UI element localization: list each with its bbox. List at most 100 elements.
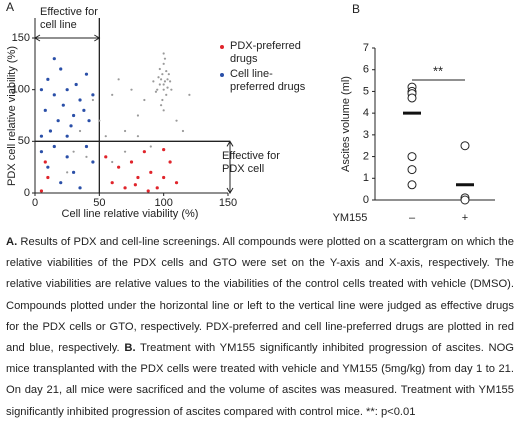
point — [146, 189, 150, 193]
point — [59, 181, 63, 185]
point — [152, 80, 155, 83]
point — [167, 73, 170, 76]
point — [156, 88, 159, 91]
point — [168, 160, 172, 164]
point — [133, 183, 137, 187]
legend-marker — [220, 73, 224, 77]
point — [129, 160, 134, 164]
point — [117, 78, 120, 81]
point — [39, 134, 44, 138]
caption-text: Treatment with YM155 significantly inhib… — [6, 342, 514, 418]
point — [59, 67, 63, 71]
point — [136, 114, 140, 117]
point — [149, 145, 152, 148]
point — [123, 150, 127, 153]
point — [85, 155, 88, 158]
caption-text: Results of PDX and cell-line screenings.… — [6, 236, 514, 355]
point — [39, 150, 44, 154]
point — [91, 93, 95, 97]
point — [43, 108, 47, 112]
point — [46, 175, 50, 180]
point — [162, 62, 165, 65]
point — [188, 93, 191, 96]
point — [78, 98, 82, 102]
point — [72, 113, 76, 118]
point — [72, 170, 76, 174]
point — [46, 165, 50, 169]
point — [66, 171, 69, 174]
point — [162, 175, 166, 180]
x-tick-label: 150 — [219, 197, 237, 209]
x-tick-label: – — [409, 212, 416, 224]
y-tick-label: 0 — [24, 187, 30, 199]
point — [52, 144, 56, 149]
y-tick-label: 5 — [363, 85, 369, 97]
point — [111, 93, 114, 96]
point — [165, 93, 168, 96]
point — [175, 119, 178, 122]
point — [52, 93, 56, 97]
y-tick-label: 4 — [363, 107, 369, 119]
point — [174, 181, 179, 185]
point — [169, 80, 172, 83]
legend-marker — [220, 45, 224, 49]
point — [78, 129, 82, 133]
y-axis-title: Ascites volume (ml) — [340, 76, 352, 172]
point — [110, 181, 114, 185]
legend-label: PDX-preferred drugs — [230, 40, 301, 65]
x-tick-label: + — [462, 212, 468, 224]
point — [162, 109, 165, 112]
point — [104, 155, 108, 159]
caption-label: B. — [124, 342, 136, 355]
point — [163, 57, 167, 60]
annotation: Effective for PDX cell — [222, 150, 280, 175]
point — [155, 186, 159, 190]
point — [162, 83, 165, 86]
x-tick-label: 100 — [154, 197, 172, 209]
panel-label: B — [352, 2, 360, 16]
y-tick-label: 50 — [18, 135, 30, 147]
point — [69, 124, 73, 128]
point — [460, 141, 470, 151]
point — [65, 134, 69, 138]
x-tick-label: 50 — [93, 197, 105, 209]
point — [136, 135, 140, 138]
point — [154, 90, 158, 93]
point — [142, 150, 146, 154]
point — [166, 78, 169, 81]
point — [159, 78, 163, 81]
point — [111, 160, 114, 164]
point — [46, 77, 50, 81]
point — [123, 186, 127, 190]
point — [56, 119, 60, 123]
point — [158, 83, 161, 86]
y-tick-label: 0 — [363, 194, 369, 206]
point — [157, 76, 160, 79]
point — [117, 165, 121, 169]
point — [158, 67, 161, 71]
caption-label: A. — [6, 236, 18, 248]
y-tick-label: 2 — [363, 150, 369, 162]
arrow — [226, 140, 234, 194]
point — [43, 160, 47, 164]
point — [104, 135, 107, 138]
point — [91, 98, 94, 102]
point — [161, 98, 164, 102]
point — [407, 152, 417, 162]
figure: A B Cell line relative viability (%) PDX… — [6, 0, 495, 224]
point — [159, 104, 163, 107]
point — [162, 148, 166, 152]
annotation: Effective for cell line — [40, 6, 98, 31]
point — [143, 98, 146, 102]
y-tick-label: 6 — [363, 64, 369, 76]
group-label: YM155 — [333, 212, 368, 224]
point — [130, 88, 133, 91]
point — [163, 80, 167, 83]
y-tick-label: 150 — [12, 32, 30, 44]
point — [170, 88, 173, 91]
point — [72, 150, 75, 153]
point — [48, 129, 53, 133]
point — [460, 195, 470, 205]
y-tick-label: 1 — [363, 172, 369, 184]
y-tick-label: 7 — [363, 42, 369, 54]
